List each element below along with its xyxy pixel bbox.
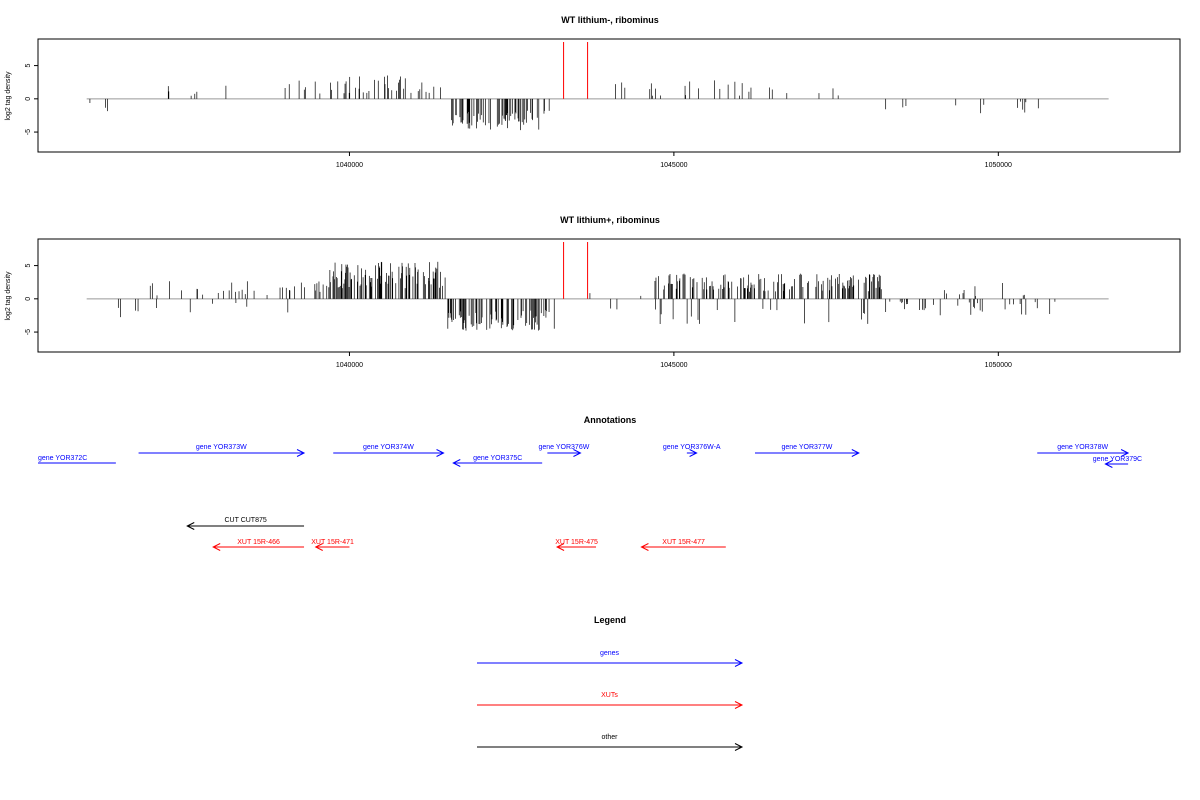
annotation-feature: gene YOR379C (1093, 456, 1142, 468)
track-panel-lithium-plus: WT lithium+, ribominus -5 0 5 1040000 10450… (5, 215, 1181, 369)
density-region (117, 298, 139, 318)
annotation-feature: gene YOR373W (138, 444, 306, 457)
track-title: WT lithium-, ribominus (561, 15, 659, 25)
marker-lines (563, 242, 589, 299)
annotation-feature: gene YOR376W-A (663, 444, 721, 457)
density-region (149, 281, 324, 313)
feature-label: XUT 15R-466 (237, 539, 280, 546)
feature-arrowhead (314, 543, 323, 551)
track-panel-lithium-minus: WT lithium-, ribominus -5 0 5 1040000 10450… (5, 15, 1181, 169)
feature-arrowhead (212, 543, 221, 551)
feature-arrowhead (1120, 449, 1130, 457)
y-axis-label: log2 tag density (5, 271, 12, 321)
density-region (615, 80, 839, 99)
annotation-feature: XUT 15R-466 (212, 539, 305, 551)
feature-arrowhead (640, 543, 649, 551)
legend-arrowhead (734, 743, 744, 751)
plot-frame (37, 238, 1181, 353)
annotation-feature: XUT 15R-477 (640, 539, 726, 551)
density-bars (86, 261, 1109, 331)
plot-frame (37, 38, 1181, 153)
feature-arrowhead (555, 543, 565, 551)
density-region (330, 75, 441, 99)
density-region (589, 293, 642, 310)
annotation-feature: gene YOR374W (333, 444, 445, 457)
annotation-features: gene YOR372C gene YOR373W gene YOR374W gene… (38, 444, 1142, 551)
annotation-feature: gene YOR375C (452, 455, 543, 467)
y-tick-label: -5 (25, 129, 32, 135)
density-region (885, 98, 1039, 114)
legend-label: other (602, 734, 619, 741)
feature-label: gene YOR379C (1093, 456, 1142, 463)
feature-label: gene YOR376W-A (663, 444, 721, 451)
x-tick-label: 1040000 (336, 362, 363, 369)
feature-label: gene YOR378W (1057, 444, 1108, 451)
annotation-feature: gene YOR377W (754, 444, 860, 457)
feature-label: gene YOR377W (781, 444, 832, 451)
legend-arrowhead (734, 659, 744, 667)
x-tick-label: 1045000 (660, 362, 687, 369)
feature-label: gene YOR374W (363, 444, 414, 451)
x-tick-label: 1050000 (985, 362, 1012, 369)
annotation-feature: CUT CUT875 (186, 517, 305, 530)
annotation-feature: gene YOR372C (38, 455, 116, 464)
marker-lines (563, 42, 589, 99)
y-axis: -5 0 5 (25, 64, 38, 135)
annotation-feature: XUT 15R-475 (555, 539, 598, 551)
y-tick-label: 0 (25, 297, 32, 301)
annotation-feature: XUT 15R-471 (311, 539, 354, 551)
feature-label: XUT 15R-471 (311, 539, 354, 546)
density-region (885, 283, 1056, 316)
feature-arrowhead (186, 522, 195, 530)
x-tick-label: 1050000 (985, 162, 1012, 169)
legend-item: XUTs (477, 692, 744, 709)
y-tick-label: 5 (25, 64, 32, 68)
legend-arrowhead (734, 701, 744, 709)
y-tick-label: 5 (25, 264, 32, 268)
legend-item: genes (477, 650, 744, 667)
y-axis: -5 0 5 (25, 264, 38, 335)
x-tick-label: 1045000 (660, 162, 687, 169)
track-title: WT lithium+, ribominus (560, 215, 660, 225)
legend-title: Legend (594, 615, 626, 625)
x-axis: 1040000 1045000 1050000 (336, 352, 1012, 369)
y-tick-label: -5 (25, 329, 32, 335)
feature-label: gene YOR372C (38, 455, 87, 462)
legend-item: other (477, 734, 744, 751)
feature-arrowhead (1104, 460, 1113, 468)
annotation-feature: gene YOR378W (1037, 444, 1130, 457)
density-bars (86, 75, 1109, 131)
density-region (326, 261, 446, 299)
x-tick-label: 1040000 (336, 162, 363, 169)
feature-label: XUT 15R-475 (555, 539, 598, 546)
feature-label: gene YOR375C (473, 455, 522, 462)
y-axis-label: log2 tag density (5, 71, 12, 121)
density-region (167, 80, 321, 99)
y-tick-label: 0 (25, 97, 32, 101)
legend: Legend genes XUTs other (477, 615, 744, 751)
feature-arrowhead (452, 459, 461, 467)
annotation-feature: gene YOR376W (538, 444, 590, 457)
feature-arrowhead (851, 449, 860, 457)
feature-arrowhead (689, 449, 698, 457)
feature-label: XUT 15R-477 (662, 539, 705, 546)
feature-arrowhead (573, 449, 582, 457)
legend-items: genes XUTs other (477, 650, 744, 751)
feature-label: CUT CUT875 (224, 517, 266, 524)
density-region (654, 273, 882, 325)
feature-arrowhead (296, 449, 306, 457)
density-region (447, 298, 555, 331)
feature-label: gene YOR373W (196, 444, 247, 451)
density-region (89, 98, 108, 112)
density-region (451, 98, 550, 131)
x-axis: 1040000 1045000 1050000 (336, 152, 1012, 169)
feature-arrowhead (436, 449, 445, 457)
feature-label: gene YOR376W (538, 444, 589, 451)
annotations-title: Annotations (584, 415, 637, 425)
legend-label: genes (600, 650, 620, 657)
legend-label: XUTs (601, 692, 618, 699)
